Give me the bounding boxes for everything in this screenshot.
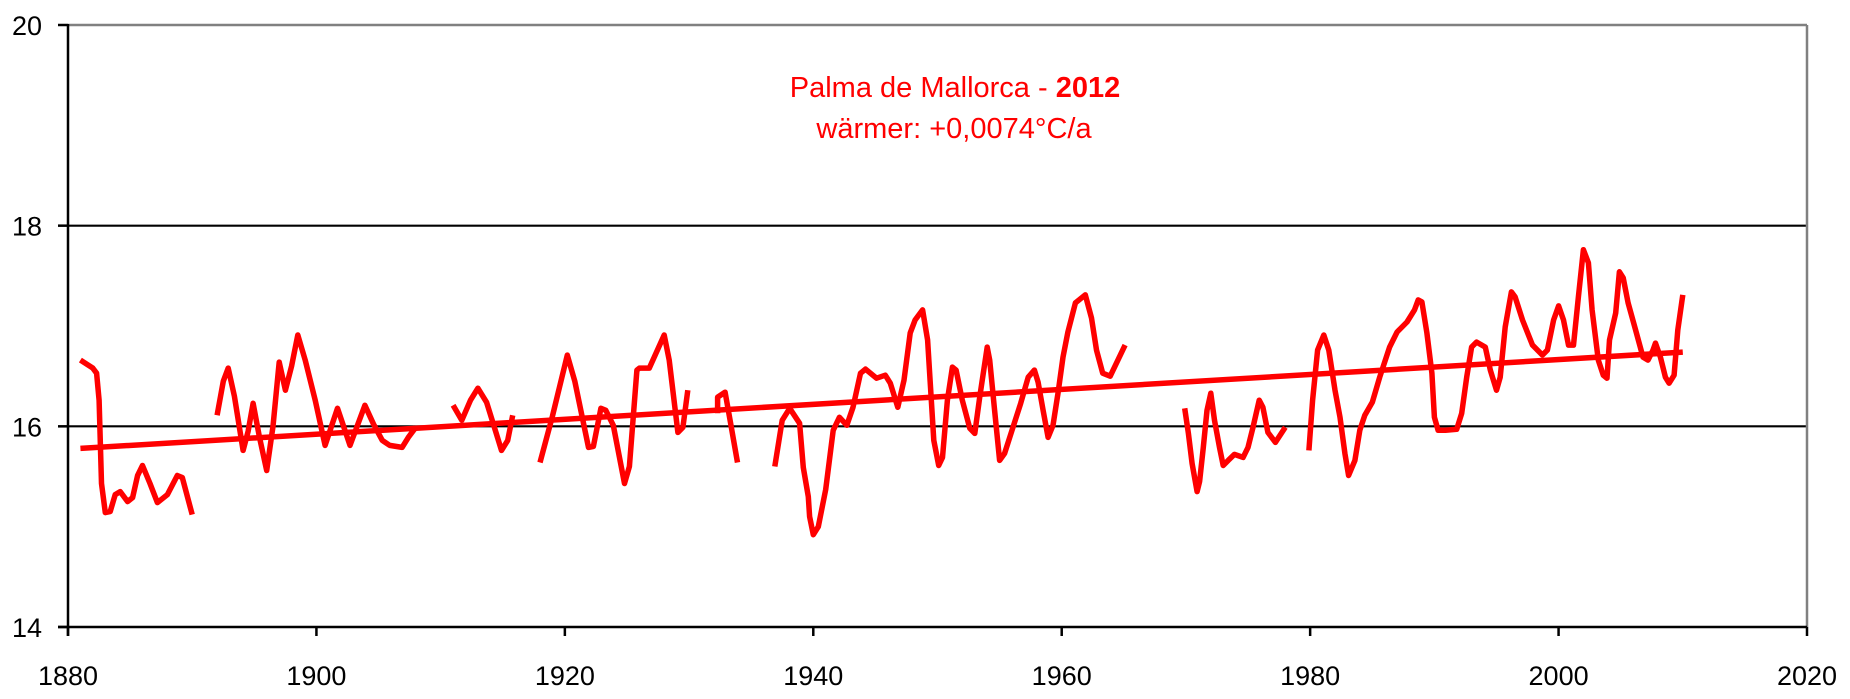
x-tick-label: 2000 xyxy=(1529,661,1589,691)
y-tick-label: 18 xyxy=(12,212,42,242)
x-tick-label: 1880 xyxy=(38,661,98,691)
temperature-line-segment-8 xyxy=(1306,246,1686,479)
y-axis: 14 16 18 20 xyxy=(12,11,68,643)
temperature-line-segment-4 xyxy=(537,332,691,487)
chart-title-location: Palma de Mallorca - xyxy=(790,72,1056,104)
y-tick-label: 20 xyxy=(12,11,42,41)
data-series xyxy=(78,246,1686,538)
x-tick-label: 1940 xyxy=(783,661,843,691)
x-tick-label: 1960 xyxy=(1032,661,1092,691)
chart-title-year: 2012 xyxy=(1056,72,1121,104)
x-tick-label: 2020 xyxy=(1777,661,1837,691)
y-tick-label: 14 xyxy=(12,613,42,643)
x-tick-label: 1980 xyxy=(1280,661,1340,691)
x-tick-label: 1900 xyxy=(286,661,346,691)
plot-frame xyxy=(58,23,1809,636)
temperature-line-segment-3 xyxy=(450,385,516,454)
trend-line-group xyxy=(80,349,1683,452)
temperature-line-segment-6 xyxy=(772,292,1128,538)
temperature-line-segment-7 xyxy=(1181,390,1288,495)
trend-line xyxy=(80,349,1683,452)
chart-title-line1: Palma de Mallorca - 2012 xyxy=(790,72,1120,104)
x-tick-label: 1920 xyxy=(535,661,595,691)
temperature-line-segment-1 xyxy=(78,357,195,516)
temperature-line-segment-5 xyxy=(714,389,741,463)
y-tick-label: 16 xyxy=(12,412,42,442)
chart-subtitle-trend-rate: wärmer: +0,0074°C/a xyxy=(815,113,1092,145)
x-axis: 1880 1900 1920 1940 1960 1980 2000 2020 xyxy=(38,627,1837,691)
temperature-line-segment-2 xyxy=(214,332,419,474)
